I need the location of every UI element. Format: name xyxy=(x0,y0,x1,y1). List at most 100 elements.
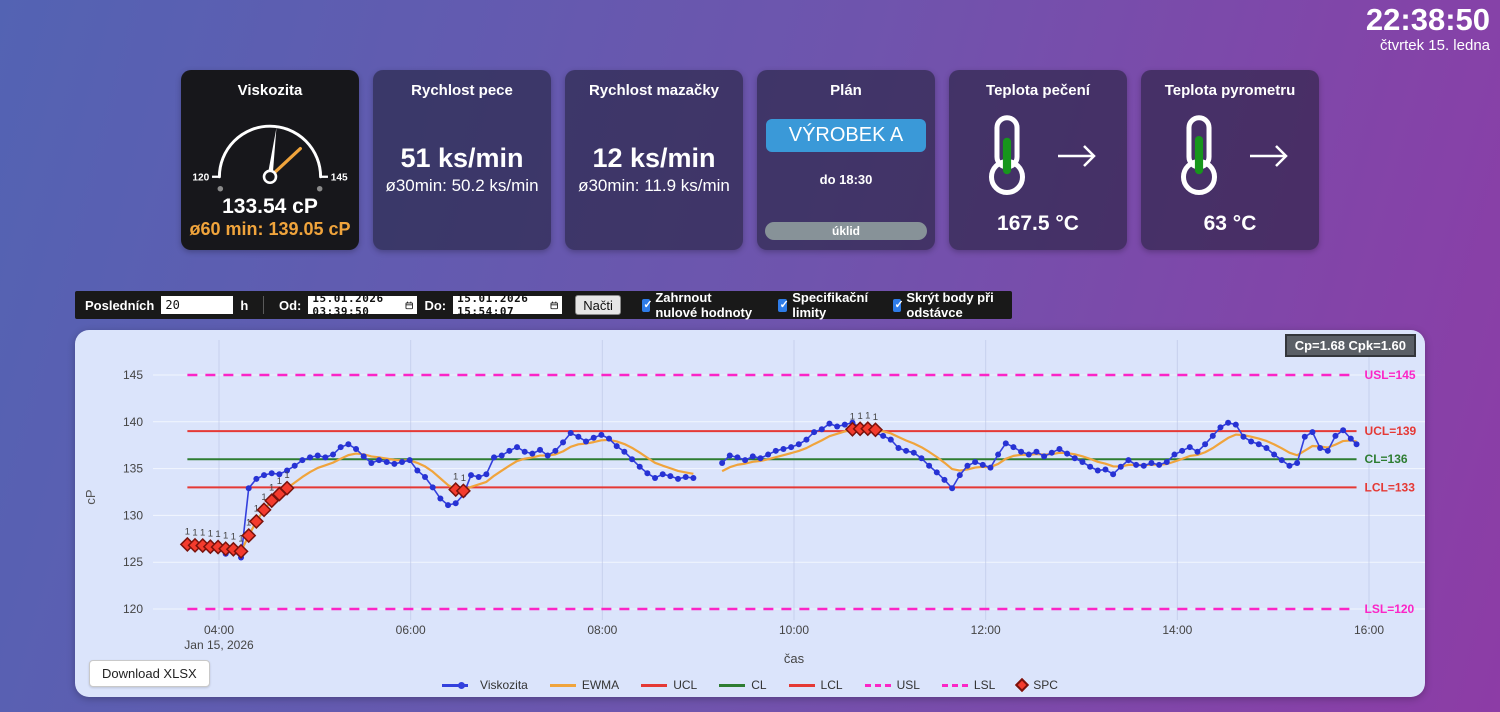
download-xlsx-button[interactable]: Download XLSX xyxy=(89,660,210,687)
legend-label: SPC xyxy=(1033,678,1058,692)
legend-item-usl[interactable]: USL xyxy=(864,678,920,692)
tile-rychlost-pece[interactable]: Rychlost pece 51 ks/min ø30min: 50.2 ks/… xyxy=(373,70,551,250)
calendar-icon[interactable] xyxy=(405,299,413,312)
product-button[interactable]: VÝROBEK A xyxy=(766,119,926,152)
thermometer-icon xyxy=(1180,114,1218,195)
svg-text:04:00: 04:00 xyxy=(204,623,234,637)
legend-label: LCL xyxy=(820,678,843,692)
svg-text:1: 1 xyxy=(277,476,282,487)
svg-text:1: 1 xyxy=(185,526,190,537)
usl-legend-swatch xyxy=(864,683,891,687)
oven-speed-value: 51 ks/min xyxy=(400,143,524,173)
to-label: Do: xyxy=(424,297,447,313)
viscosity-average: ø60 min: 139.05 cP xyxy=(189,219,351,239)
svg-text:14:00: 14:00 xyxy=(1162,623,1192,637)
calendar-icon[interactable] xyxy=(550,299,558,312)
svg-text:1: 1 xyxy=(865,411,870,422)
checkbox-0[interactable]: Zahrnout nulové hodnoty xyxy=(641,290,757,320)
tile-plan[interactable]: Plán VÝROBEK A do 18:30 úklid xyxy=(757,70,935,250)
legend-item-spc[interactable]: SPC xyxy=(1015,677,1058,693)
legend-item-viskozita[interactable]: Viskozita xyxy=(442,678,528,692)
svg-text:125: 125 xyxy=(123,555,143,569)
svg-text:145: 145 xyxy=(123,368,143,382)
legend-label: USL xyxy=(896,678,920,692)
checkbox-1[interactable]: Specifikační limity xyxy=(778,290,872,320)
svg-text:Jan 15, 2026: Jan 15, 2026 xyxy=(184,638,254,652)
legend-item-lcl[interactable]: LCL xyxy=(788,678,843,692)
legend-item-ewma[interactable]: EWMA xyxy=(549,678,619,692)
svg-text:LCL=133: LCL=133 xyxy=(1365,480,1416,494)
svg-text:1: 1 xyxy=(269,483,274,494)
svg-text:1: 1 xyxy=(254,503,259,514)
svg-text:1: 1 xyxy=(873,412,878,423)
svg-text:1: 1 xyxy=(208,529,213,540)
ucl-legend-swatch xyxy=(641,683,668,687)
ewma-legend-swatch xyxy=(549,683,576,687)
tile-plan-title: Plán xyxy=(830,82,862,99)
tile-teplota-pyrometru[interactable]: Teplota pyrometru 63 °C xyxy=(1141,70,1319,250)
legend-label: LSL xyxy=(973,678,996,692)
svg-text:1: 1 xyxy=(192,527,197,538)
cl-legend-swatch xyxy=(719,683,746,687)
svg-text:120: 120 xyxy=(123,602,143,616)
gauge-value-needle xyxy=(267,127,277,178)
svg-text:1: 1 xyxy=(857,411,862,422)
arrow-right-icon xyxy=(1250,144,1288,167)
to-datetime-input[interactable]: 15.01.2026 15:54:07 xyxy=(453,292,563,318)
checkbox-1-box[interactable] xyxy=(778,298,789,312)
svg-text:140: 140 xyxy=(123,415,143,429)
legend-label: UCL xyxy=(673,678,698,692)
checkbox-2[interactable]: Skrýt body při odstávce xyxy=(892,290,1002,320)
viscosity-value: 133.54 cP xyxy=(222,195,318,218)
svg-text:06:00: 06:00 xyxy=(396,623,426,637)
tile-rychlost-mazacky[interactable]: Rychlost mazačky 12 ks/min ø30min: 11.9 … xyxy=(565,70,743,250)
svg-text:1: 1 xyxy=(231,531,236,542)
checkbox-0-box[interactable] xyxy=(641,298,653,312)
chart-toolbar: Posledních h Od: 15.01.2026 03:39:50 Do:… xyxy=(75,290,1012,320)
svg-text:16:00: 16:00 xyxy=(1354,623,1384,637)
spc-chart-card: Cp=1.68 Cpk=1.60 120 125 130 135 140 145 04:00… xyxy=(75,330,1425,697)
hours-unit-label: h xyxy=(240,297,249,313)
viscosity-gauge-icon: 120 145 xyxy=(192,124,348,192)
tile-teplota-peceni[interactable]: Teplota pečení 167.5 °C xyxy=(949,70,1127,250)
from-datetime-input[interactable]: 15.01.2026 03:39:50 xyxy=(308,292,418,318)
spc-legend-swatch xyxy=(1015,677,1030,693)
legend-item-ucl[interactable]: UCL xyxy=(641,678,697,692)
svg-text:CL=136: CL=136 xyxy=(1365,452,1408,466)
last-hours-label: Posledních xyxy=(85,297,155,313)
tile-viskozita[interactable]: Viskozita 120 145 133.54 cP ø60 min: 139… xyxy=(181,70,359,250)
greaser-speed-average: ø30min: 11.9 ks/min xyxy=(578,176,730,195)
legend-item-lsl[interactable]: LSL xyxy=(941,678,996,692)
svg-text:1: 1 xyxy=(238,533,243,544)
tile-rychlost-mazacky-title: Rychlost mazačky xyxy=(588,82,720,99)
from-label: Od: xyxy=(278,297,302,313)
tile-row: Viskozita 120 145 133.54 cP ø60 min: 139… xyxy=(0,70,1500,250)
svg-text:1: 1 xyxy=(215,529,220,540)
svg-text:čas: čas xyxy=(784,651,805,666)
chart-legend: Viskozita EWMA UCL CL LCL USL LSL SPC xyxy=(75,677,1425,693)
checkbox-2-label: Skrýt body při odstávce xyxy=(906,290,994,320)
pyrometer-temperature-value: 63 °C xyxy=(1203,212,1257,235)
svg-text:1: 1 xyxy=(246,518,251,529)
legend-label: Viskozita xyxy=(480,678,528,692)
plan-next-badge: úklid xyxy=(765,222,927,240)
load-button[interactable]: Načti xyxy=(575,295,621,315)
hours-input[interactable] xyxy=(161,296,234,314)
svg-text:130: 130 xyxy=(123,508,143,522)
svg-text:1: 1 xyxy=(261,492,266,503)
legend-item-cl[interactable]: CL xyxy=(719,678,767,692)
svg-text:cP: cP xyxy=(83,489,98,504)
svg-text:LSL=120: LSL=120 xyxy=(1365,602,1415,616)
oven-speed-average: ø30min: 50.2 ks/min xyxy=(385,176,539,195)
plan-until: do 18:30 xyxy=(819,172,873,187)
svg-text:UCL=139: UCL=139 xyxy=(1365,424,1417,438)
clock: 22:38:50 čtvrtek 15. ledna xyxy=(1366,3,1490,53)
viskozita-legend-swatch xyxy=(442,683,469,687)
gauge-min-label: 120 xyxy=(192,172,209,183)
svg-text:10:00: 10:00 xyxy=(779,623,809,637)
svg-text:USL=145: USL=145 xyxy=(1365,368,1416,382)
svg-text:1: 1 xyxy=(461,473,466,484)
checkbox-0-label: Zahrnout nulové hodnoty xyxy=(655,290,753,320)
checkbox-2-box[interactable] xyxy=(892,298,904,312)
